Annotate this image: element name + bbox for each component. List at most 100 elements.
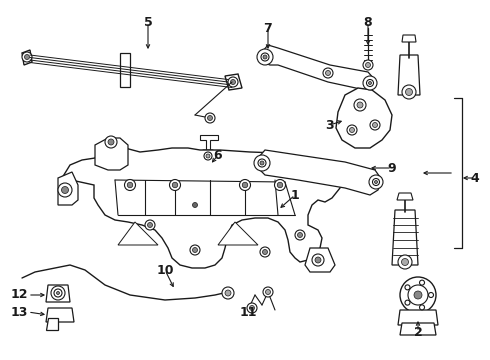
Circle shape: [295, 230, 305, 240]
Circle shape: [172, 182, 178, 188]
Circle shape: [405, 285, 410, 290]
Circle shape: [349, 127, 354, 132]
Polygon shape: [225, 74, 242, 90]
Polygon shape: [262, 45, 375, 90]
Circle shape: [108, 139, 114, 145]
Polygon shape: [95, 138, 128, 170]
Circle shape: [247, 303, 257, 313]
Circle shape: [170, 180, 180, 190]
Circle shape: [277, 182, 283, 188]
Circle shape: [368, 81, 371, 85]
Circle shape: [297, 233, 302, 238]
Circle shape: [323, 68, 333, 78]
Circle shape: [105, 136, 117, 148]
Circle shape: [225, 290, 231, 296]
Circle shape: [347, 125, 357, 135]
Circle shape: [414, 291, 422, 299]
Text: 6: 6: [214, 149, 222, 162]
Circle shape: [405, 300, 410, 305]
Circle shape: [62, 186, 69, 194]
Polygon shape: [336, 88, 392, 148]
Circle shape: [260, 247, 270, 257]
Circle shape: [205, 113, 215, 123]
Circle shape: [257, 49, 273, 65]
Circle shape: [127, 182, 133, 188]
Circle shape: [372, 122, 377, 127]
Circle shape: [147, 222, 152, 228]
Circle shape: [58, 183, 72, 197]
Circle shape: [263, 249, 268, 255]
Polygon shape: [46, 285, 70, 302]
Circle shape: [366, 63, 370, 68]
Circle shape: [401, 258, 409, 266]
Circle shape: [312, 254, 324, 266]
Polygon shape: [62, 148, 342, 268]
Circle shape: [190, 245, 200, 255]
Text: 11: 11: [239, 306, 257, 319]
Circle shape: [260, 161, 264, 165]
Circle shape: [419, 305, 424, 310]
Text: 1: 1: [291, 189, 299, 202]
Circle shape: [242, 182, 248, 188]
Polygon shape: [305, 248, 335, 272]
Circle shape: [54, 289, 62, 297]
Circle shape: [398, 255, 412, 269]
Polygon shape: [218, 222, 258, 245]
Circle shape: [51, 286, 65, 300]
Circle shape: [207, 116, 213, 121]
Circle shape: [274, 180, 286, 190]
Circle shape: [370, 120, 380, 130]
Circle shape: [374, 180, 377, 184]
Circle shape: [263, 287, 273, 297]
Text: 8: 8: [364, 15, 372, 28]
Circle shape: [22, 52, 32, 62]
Circle shape: [354, 99, 366, 111]
Circle shape: [193, 248, 197, 252]
Polygon shape: [46, 308, 74, 322]
Circle shape: [428, 292, 434, 297]
Circle shape: [249, 306, 254, 310]
Circle shape: [258, 159, 266, 167]
Text: 7: 7: [264, 22, 272, 35]
Text: 12: 12: [10, 288, 28, 302]
Circle shape: [228, 77, 238, 87]
Polygon shape: [46, 318, 58, 330]
Circle shape: [325, 71, 330, 76]
Circle shape: [204, 152, 212, 160]
Circle shape: [240, 180, 250, 190]
Circle shape: [222, 287, 234, 299]
Circle shape: [254, 155, 270, 171]
Circle shape: [315, 257, 321, 263]
Polygon shape: [402, 35, 416, 42]
Polygon shape: [400, 323, 436, 335]
Circle shape: [402, 85, 416, 99]
Circle shape: [263, 55, 267, 59]
Text: 4: 4: [470, 171, 479, 185]
Circle shape: [406, 89, 413, 95]
Circle shape: [363, 76, 377, 90]
Text: 10: 10: [156, 264, 174, 276]
Text: 9: 9: [388, 162, 396, 175]
Circle shape: [124, 180, 136, 190]
Circle shape: [363, 60, 373, 70]
Circle shape: [56, 292, 59, 294]
Circle shape: [261, 53, 269, 61]
Circle shape: [372, 179, 379, 185]
Circle shape: [266, 289, 270, 294]
Polygon shape: [120, 53, 130, 87]
Circle shape: [400, 277, 436, 313]
Polygon shape: [58, 172, 78, 205]
Circle shape: [24, 54, 29, 59]
Polygon shape: [398, 55, 420, 95]
Text: 13: 13: [11, 306, 28, 319]
Circle shape: [193, 202, 197, 207]
Circle shape: [408, 285, 428, 305]
Polygon shape: [398, 310, 438, 325]
Circle shape: [357, 102, 363, 108]
Polygon shape: [200, 135, 218, 150]
Circle shape: [419, 280, 424, 285]
Polygon shape: [397, 193, 413, 200]
Circle shape: [145, 220, 155, 230]
Circle shape: [230, 80, 236, 85]
Polygon shape: [201, 150, 215, 162]
